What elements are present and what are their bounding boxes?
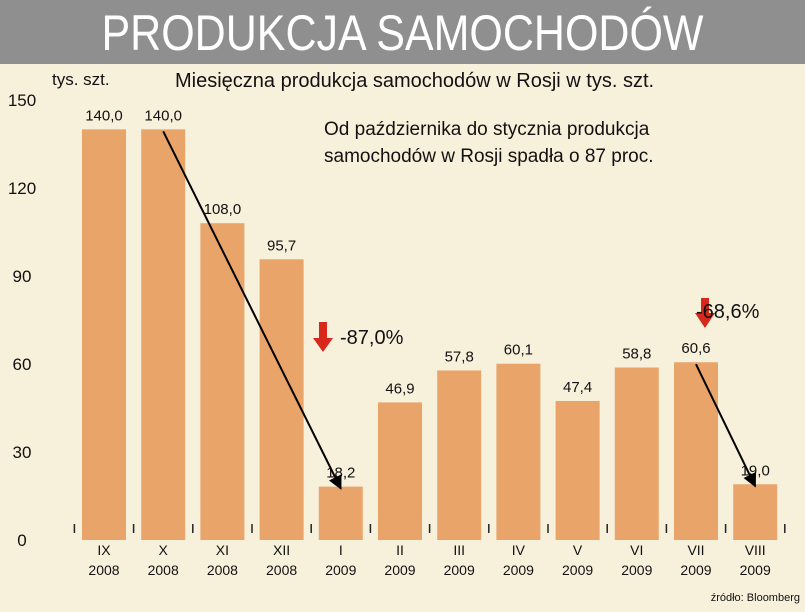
x-month-label: VI	[630, 542, 643, 558]
x-axis: IX 2008 X 2008 XI 2008 XII 2008 I 2009 II 2009 III 20…	[73, 524, 786, 578]
x-year-label: 2009	[562, 562, 593, 578]
bar-value-label: 108,0	[204, 201, 242, 218]
bar	[733, 484, 778, 540]
x-year-label: 2009	[740, 562, 771, 578]
bar	[674, 362, 718, 540]
x-year-label: 2008	[266, 562, 297, 578]
x-month-label: X	[159, 542, 169, 558]
trend-arrow-1	[162, 130, 342, 490]
bar-value-label: 57,8	[445, 348, 474, 365]
bar	[437, 370, 482, 540]
note-line-2: samochodów w Rosji spadła o 87 proc.	[324, 146, 654, 167]
x-year-label: 2009	[621, 562, 652, 578]
bar-value-label: 60,1	[504, 342, 533, 359]
x-year-label: 2008	[148, 562, 179, 578]
bar	[496, 363, 541, 540]
y-tick-label: 30	[13, 443, 32, 462]
drop-2-label: -68,6%	[696, 301, 760, 323]
source-note: źródło: Bloomberg	[711, 592, 800, 604]
y-tick-label: 120	[8, 179, 36, 198]
bar-value-label: 47,4	[563, 379, 592, 396]
bar	[614, 367, 659, 540]
x-year-label: 2009	[444, 562, 475, 578]
x-year-label: 2008	[88, 562, 119, 578]
bar-value-label: 60,6	[681, 340, 710, 357]
title-banner: PRODUKCJA SAMOCHODÓW	[0, 0, 805, 64]
x-month-label: V	[573, 542, 583, 558]
bar-value-label: 58,8	[622, 346, 651, 363]
bar-value-label: 95,7	[267, 237, 296, 254]
drop-1-label: -87,0%	[340, 327, 404, 349]
x-month-label: III	[453, 542, 465, 558]
drop-1-indicator: -87,0%	[313, 322, 404, 352]
bar-value-label: 46,9	[385, 380, 414, 397]
trend-arrow-2	[695, 363, 757, 488]
x-month-label: XI	[216, 542, 229, 558]
x-year-label: 2009	[384, 562, 415, 578]
banner-title: PRODUKCJA SAMOCHODÓW	[101, 5, 704, 61]
bar	[318, 486, 363, 540]
x-year-label: 2009	[503, 562, 534, 578]
drop-2-indicator: -68,6%	[695, 298, 760, 328]
bar-value-label: 140,0	[144, 107, 182, 124]
y-tick-label: 90	[13, 267, 32, 286]
bar	[141, 129, 186, 540]
x-month-label: VIII	[745, 542, 766, 558]
x-month-label: I	[339, 542, 343, 558]
chart-title: Miesięczna produkcja samochodów w Rosji …	[175, 70, 654, 92]
x-month-label: VII	[687, 542, 704, 558]
y-tick-label: 150	[8, 91, 36, 110]
x-month-label: IV	[512, 542, 526, 558]
bar	[82, 129, 126, 540]
bar-value-label: 140,0	[85, 107, 123, 124]
y-tick-label: 60	[13, 355, 32, 374]
y-tick-label: 0	[17, 531, 26, 550]
x-month-label: IX	[97, 542, 111, 558]
x-month-label: II	[396, 542, 404, 558]
note-line-1: Od października do stycznia produkcja	[324, 119, 650, 140]
bar	[200, 223, 245, 540]
x-year-label: 2008	[207, 562, 238, 578]
x-month-label: XII	[273, 542, 290, 558]
red-down-arrow-icon	[313, 322, 333, 352]
bar	[378, 402, 422, 540]
y-axis: 0 30 60 90 120 150	[8, 91, 36, 550]
x-year-label: 2009	[680, 562, 711, 578]
x-year-label: 2009	[325, 562, 356, 578]
bar	[555, 400, 600, 540]
red-down-arrow-icon	[695, 298, 715, 328]
y-axis-unit-label: tys. szt.	[52, 70, 110, 89]
